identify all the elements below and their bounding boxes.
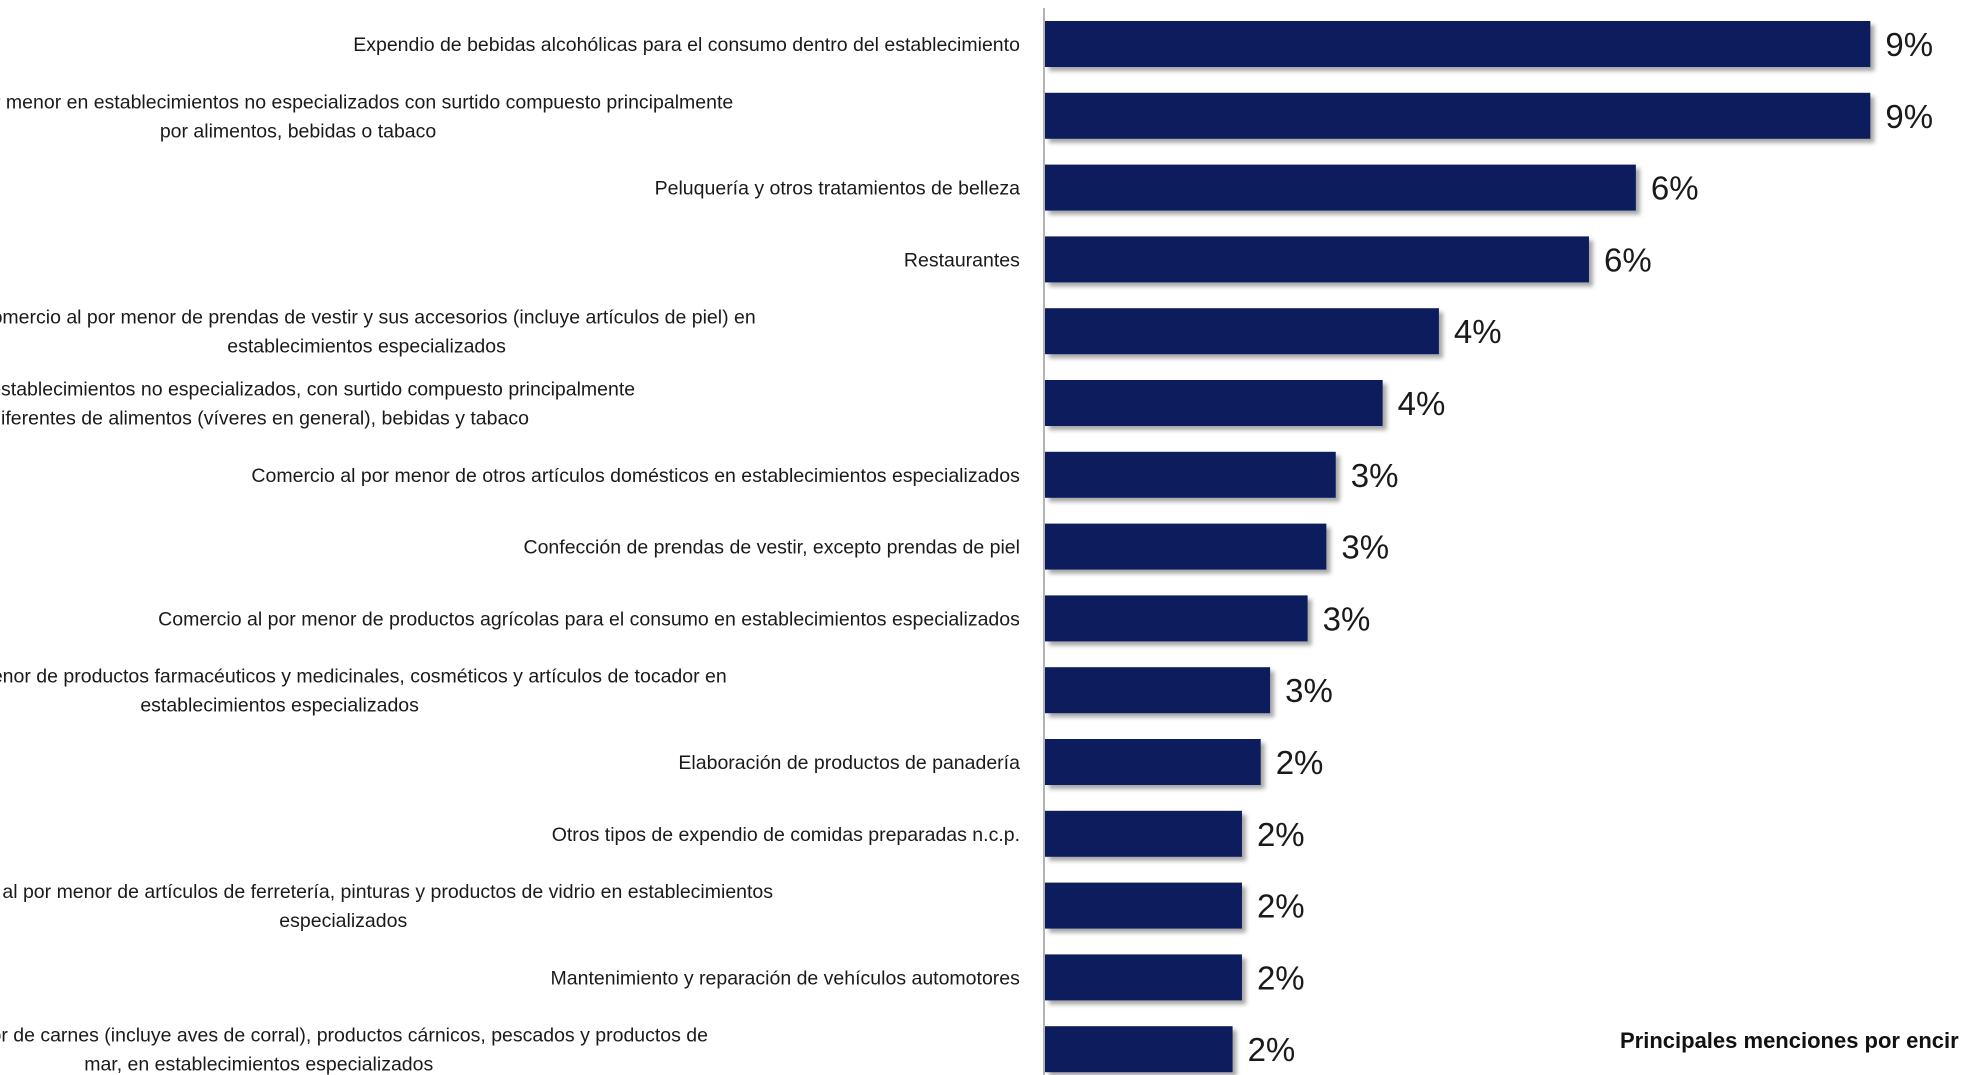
bar-10 <box>1045 667 1271 714</box>
category-label-line: Peluquería y otros tratamientos de belle… <box>655 178 1020 200</box>
category-label-line: establecimientos especializados <box>140 695 419 717</box>
category-label-2: Comercio al por menor en establecimiento… <box>0 91 733 142</box>
category-label-line: Mantenimiento y reparación de vehículos … <box>551 967 1021 989</box>
bars-group <box>1045 21 1871 1073</box>
value-label-10: 3% <box>1285 672 1333 709</box>
bar-15 <box>1045 1026 1233 1073</box>
bar-7 <box>1045 451 1336 498</box>
category-label-line: establecimientos especializados <box>227 336 506 358</box>
bar-4 <box>1045 236 1589 283</box>
bar-8 <box>1045 523 1327 570</box>
category-label-line: Restaurantes <box>904 249 1020 271</box>
category-label-3: Peluquería y otros tratamientos de belle… <box>655 178 1020 200</box>
value-label-9: 3% <box>1323 600 1371 637</box>
value-label-8: 3% <box>1341 529 1389 566</box>
category-label-line: especializados <box>279 910 407 932</box>
category-label-6: Comercio al por menor en establecimiento… <box>0 379 635 430</box>
category-label-line: por productos diferentes de alimentos (v… <box>0 408 529 430</box>
category-label-line: Comercio al por menor en establecimiento… <box>0 379 635 401</box>
bar-5 <box>1045 308 1439 355</box>
bar-12 <box>1045 810 1242 857</box>
value-label-1: 9% <box>1885 26 1933 63</box>
value-label-5: 4% <box>1454 313 1502 350</box>
category-label-line: Expendio de bebidas alcohólicas para el … <box>353 34 1020 56</box>
value-labels-group: 9% 9% 6% 6% 4%4% 3% 3% 3% 3% 2% 2% 2% 2% 2% <box>1248 26 1933 1068</box>
value-label-15: 2% <box>1248 1031 1296 1068</box>
category-label-13: Comercio al por menor de artículos de fe… <box>0 881 773 932</box>
category-label-11: Elaboración de productos de panadería <box>678 752 1020 774</box>
chart-note: Principales menciones por encir <box>1620 1028 1959 1053</box>
bar-13 <box>1045 882 1242 929</box>
category-label-line: Otros tipos de expendio de comidas prepa… <box>552 824 1020 846</box>
category-label-8: Confección de prendas de vestir, excepto… <box>524 537 1021 559</box>
value-label-2: 9% <box>1885 98 1933 135</box>
category-label-line: Comercio al por menor de productos farma… <box>0 666 727 688</box>
category-label-15: Comercio al por menor de carnes (incluye… <box>0 1025 708 1075</box>
category-label-1: Expendio de bebidas alcohólicas para el … <box>353 34 1020 56</box>
category-label-line: Comercio al por menor de otros artículos… <box>251 465 1020 487</box>
category-label-line: Comercio al por menor de productos agríc… <box>158 608 1020 630</box>
bar-11 <box>1045 739 1261 785</box>
category-label-line: Comercio al por menor de prendas de vest… <box>0 307 756 329</box>
value-label-4: 6% <box>1604 241 1652 278</box>
value-label-11: 2% <box>1276 744 1324 781</box>
value-label-14: 2% <box>1257 959 1305 996</box>
category-label-12: Otros tipos de expendio de comidas prepa… <box>552 824 1020 846</box>
category-label-line: Confección de prendas de vestir, excepto… <box>524 537 1021 559</box>
category-label-line: Elaboración de productos de panadería <box>678 752 1020 774</box>
value-label-13: 2% <box>1257 888 1305 925</box>
value-label-3: 6% <box>1651 170 1699 207</box>
category-label-14: Mantenimiento y reparación de vehículos … <box>551 967 1021 989</box>
category-label-line: Comercio al por menor de carnes (incluye… <box>0 1025 708 1047</box>
bar-2 <box>1045 92 1871 139</box>
bar-14 <box>1045 954 1242 1001</box>
category-label-line: mar, en establecimientos especializados <box>84 1054 433 1075</box>
category-label-4: Restaurantes <box>904 249 1020 271</box>
bar-3 <box>1045 164 1636 211</box>
value-label-6: 4% <box>1398 385 1446 422</box>
category-label-10: Comercio al por menor de productos farma… <box>0 666 727 717</box>
bar-1 <box>1045 21 1871 67</box>
category-label-9: Comercio al por menor de productos agríc… <box>158 608 1020 630</box>
bar-9 <box>1045 595 1308 642</box>
bar-6 <box>1045 380 1383 426</box>
value-label-12: 2% <box>1257 816 1305 853</box>
category-labels-group: Expendio de bebidas alcohólicas para el … <box>0 34 1020 1075</box>
category-label-line: Comercio al por menor de artículos de fe… <box>0 881 773 903</box>
category-label-line: por alimentos, bebidas o tabaco <box>160 120 437 142</box>
category-label-line: Comercio al por menor en establecimiento… <box>0 91 733 113</box>
category-label-7: Comercio al por menor de otros artículos… <box>251 465 1020 487</box>
value-label-7: 3% <box>1351 457 1399 494</box>
category-label-5: Comercio al por menor de prendas de vest… <box>0 307 756 358</box>
